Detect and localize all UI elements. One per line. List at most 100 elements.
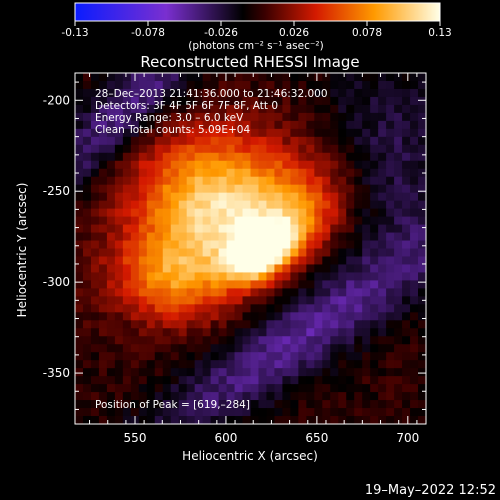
heatmap-cell bbox=[410, 344, 419, 353]
heatmap-cell bbox=[90, 152, 100, 162]
heatmap-cell bbox=[386, 80, 395, 90]
heatmap-cell bbox=[266, 192, 275, 202]
y-axis-label: Heliocentric Y (arcsec) bbox=[15, 183, 29, 318]
heatmap-cell bbox=[218, 288, 228, 297]
heatmap-cell bbox=[338, 240, 347, 249]
heatmap-cell bbox=[370, 192, 379, 202]
heatmap-cell bbox=[122, 160, 132, 170]
heatmap-cell bbox=[154, 264, 164, 273]
heatmap-cell bbox=[386, 256, 395, 265]
heatmap-cell bbox=[202, 248, 212, 257]
heatmap-cell bbox=[242, 208, 251, 218]
heatmap-cell bbox=[106, 280, 116, 289]
heatmap-cell bbox=[218, 160, 228, 170]
heatmap-cell bbox=[154, 408, 164, 417]
heatmap-cell bbox=[346, 73, 355, 82]
heatmap-cell bbox=[410, 416, 419, 424]
heatmap-cell bbox=[338, 296, 347, 305]
heatmap-cell bbox=[418, 264, 426, 273]
heatmap-cell bbox=[130, 112, 140, 122]
heatmap-cell bbox=[418, 80, 426, 90]
heatmap-cell bbox=[258, 144, 267, 154]
heatmap-cell bbox=[75, 104, 84, 114]
heatmap-cell bbox=[218, 96, 228, 106]
heatmap-cell bbox=[298, 392, 307, 401]
heatmap-cell bbox=[346, 416, 355, 424]
heatmap-cell bbox=[130, 128, 140, 138]
heatmap-cell bbox=[194, 232, 204, 242]
heatmap-cell bbox=[114, 184, 124, 194]
heatmap-cell bbox=[242, 232, 251, 242]
heatmap-cell bbox=[298, 224, 307, 234]
heatmap-cell bbox=[242, 112, 251, 122]
heatmap-cell bbox=[362, 112, 371, 122]
heatmap-cell bbox=[194, 376, 204, 385]
heatmap-cell bbox=[346, 96, 355, 106]
heatmap-cell bbox=[282, 368, 291, 377]
heatmap-cell bbox=[258, 304, 267, 313]
heatmap-cell bbox=[354, 400, 363, 409]
heatmap-cell bbox=[282, 160, 291, 170]
heatmap-cell bbox=[146, 360, 156, 369]
annotation-detectors: Detectors: 3F 4F 5F 6F 7F 8F, Att 0 bbox=[95, 100, 278, 112]
heatmap-cell bbox=[90, 240, 100, 249]
heatmap-cell bbox=[258, 152, 267, 162]
heatmap-cell bbox=[354, 184, 363, 194]
heatmap-cell bbox=[306, 416, 315, 424]
heatmap-cell bbox=[90, 392, 100, 401]
heatmap-cell bbox=[138, 312, 148, 321]
heatmap-cell bbox=[298, 376, 307, 385]
heatmap-cell bbox=[82, 408, 92, 417]
heatmap-cell bbox=[154, 208, 164, 218]
heatmap-cell bbox=[274, 280, 283, 289]
heatmap-cell bbox=[282, 312, 291, 321]
heatmap-cell bbox=[362, 152, 371, 162]
heatmap-cell bbox=[322, 216, 331, 226]
heatmap-cell bbox=[282, 192, 291, 202]
heatmap-cell bbox=[402, 360, 411, 369]
heatmap-cell bbox=[146, 216, 156, 226]
heatmap-cell bbox=[410, 336, 419, 345]
heatmap-cell bbox=[282, 280, 291, 289]
heatmap-cell bbox=[258, 320, 267, 329]
heatmap-cell bbox=[258, 96, 267, 106]
heatmap-cell bbox=[298, 384, 307, 393]
heatmap-cell bbox=[194, 144, 204, 154]
heatmap-cell bbox=[242, 392, 251, 401]
heatmap-cell bbox=[98, 88, 108, 98]
heatmap-cell bbox=[274, 256, 283, 265]
heatmap-cell bbox=[250, 304, 259, 313]
heatmap-cell bbox=[290, 128, 299, 138]
heatmap-cell bbox=[370, 272, 379, 281]
heatmap-cell bbox=[122, 416, 132, 424]
heatmap-cell bbox=[250, 73, 259, 82]
heatmap-cell bbox=[114, 272, 124, 281]
heatmap-cell bbox=[146, 232, 156, 242]
heatmap-cell bbox=[106, 392, 116, 401]
heatmap-cell bbox=[250, 216, 259, 226]
heatmap-cell bbox=[154, 248, 164, 257]
heatmap-cell bbox=[170, 360, 180, 369]
heatmap-cell bbox=[362, 376, 371, 385]
heatmap-cell bbox=[354, 256, 363, 265]
heatmap-cell bbox=[346, 120, 355, 130]
heatmap-cell bbox=[402, 232, 411, 242]
heatmap-cell bbox=[82, 200, 92, 210]
heatmap-cell bbox=[354, 208, 363, 218]
heatmap-cell bbox=[306, 232, 315, 242]
heatmap-cell bbox=[234, 73, 244, 82]
heatmap-cell bbox=[82, 73, 92, 82]
heatmap-cell bbox=[122, 120, 132, 130]
heatmap-cell bbox=[306, 73, 315, 82]
heatmap-cell bbox=[338, 352, 347, 361]
heatmap-cell bbox=[370, 232, 379, 242]
heatmap-cell bbox=[314, 264, 323, 273]
heatmap-cell bbox=[274, 104, 283, 114]
heatmap-cell bbox=[194, 352, 204, 361]
heatmap-cell bbox=[290, 120, 299, 130]
heatmap-cell bbox=[322, 288, 331, 297]
heatmap-cell bbox=[90, 280, 100, 289]
heatmap-cell bbox=[402, 104, 411, 114]
heatmap-cell bbox=[354, 376, 363, 385]
heatmap-cell bbox=[338, 200, 347, 210]
